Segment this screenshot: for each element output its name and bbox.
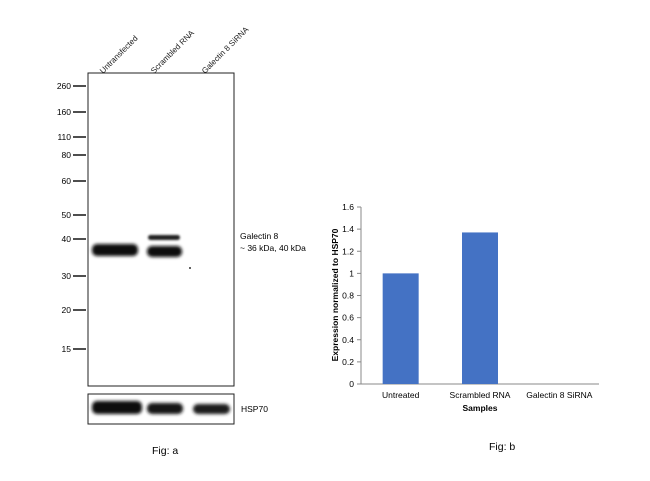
band-hsp70-untransfected: [92, 401, 142, 414]
band-hsp70-scrambled: [147, 403, 183, 414]
marker-label-20: 20: [62, 305, 72, 315]
y-tick-label: 0.4: [342, 335, 354, 345]
marker-label-160: 160: [57, 107, 71, 117]
western-blot: Untransfected Scrambled RNA Galectin 8 S…: [57, 25, 306, 457]
band-label-size: ~ 36 kDa, 40 kDa: [240, 243, 306, 253]
y-axis-ticks: 0 0.2 0.4 0.6 0.8 1 1.2 1.4 1.6: [342, 202, 361, 389]
loading-label-hsp70: HSP70: [241, 404, 268, 414]
y-tick-label: 0.6: [342, 313, 354, 323]
lane-label-galectin-sirna: Galectin 8 SiRNA: [200, 25, 251, 76]
marker-label-30: 30: [62, 271, 72, 281]
galectin-bands: [92, 235, 191, 269]
y-tick-label: 0: [349, 379, 354, 389]
category-label: Scrambled RNA: [450, 390, 511, 400]
bar-untreated: [382, 273, 419, 384]
blot-main-panel: [87, 72, 235, 387]
category-label: Galectin 8 SiRNA: [526, 390, 592, 400]
marker-label-110: 110: [57, 132, 71, 142]
marker-label-15: 15: [62, 344, 72, 354]
y-tick-label: 0.8: [342, 291, 354, 301]
y-tick-label: 1: [349, 268, 354, 278]
bar-chart: 0 0.2 0.4 0.6 0.8 1 1.2 1.4 1.6 Untreated Scrambl…: [330, 202, 599, 453]
marker-label-80: 80: [62, 150, 72, 160]
category-labels: Untreated Scrambled RNA Galectin 8 SiRNA: [382, 390, 593, 400]
y-tick-label: 1.4: [342, 224, 354, 234]
x-axis-title: Samples: [463, 403, 498, 413]
blot-speck: [189, 267, 191, 269]
marker-ladder: 260 160 110 80 60 50 40 30 20 15: [57, 81, 86, 354]
marker-label-60: 60: [62, 176, 72, 186]
band-untransfected-36kda: [92, 244, 138, 256]
band-scrambled-36kda: [147, 246, 182, 257]
band-scrambled-40kda: [148, 235, 180, 240]
y-tick-label: 1.6: [342, 202, 354, 212]
bar-scrambled-rna: [462, 232, 498, 384]
caption-fig-b: Fig: b: [489, 441, 515, 453]
marker-label-50: 50: [62, 210, 72, 220]
band-label-galectin: Galectin 8: [240, 231, 279, 241]
bars: [382, 232, 498, 384]
lane-label-untransfected: Untransfected: [98, 34, 140, 76]
hsp70-bands: [92, 401, 230, 414]
caption-fig-a: Fig: a: [152, 445, 178, 457]
y-axis-title: Expression normalized to HSP70: [330, 228, 340, 361]
marker-label-260: 260: [57, 81, 71, 91]
marker-label-40: 40: [62, 234, 72, 244]
y-tick-label: 0.2: [342, 357, 354, 367]
y-tick-label: 1.2: [342, 246, 354, 256]
band-hsp70-sirna: [193, 404, 230, 414]
lane-label-scrambled-rna: Scrambled RNA: [149, 28, 196, 75]
lane-labels: Untransfected Scrambled RNA Galectin 8 S…: [98, 25, 251, 76]
category-label: Untreated: [382, 390, 420, 400]
